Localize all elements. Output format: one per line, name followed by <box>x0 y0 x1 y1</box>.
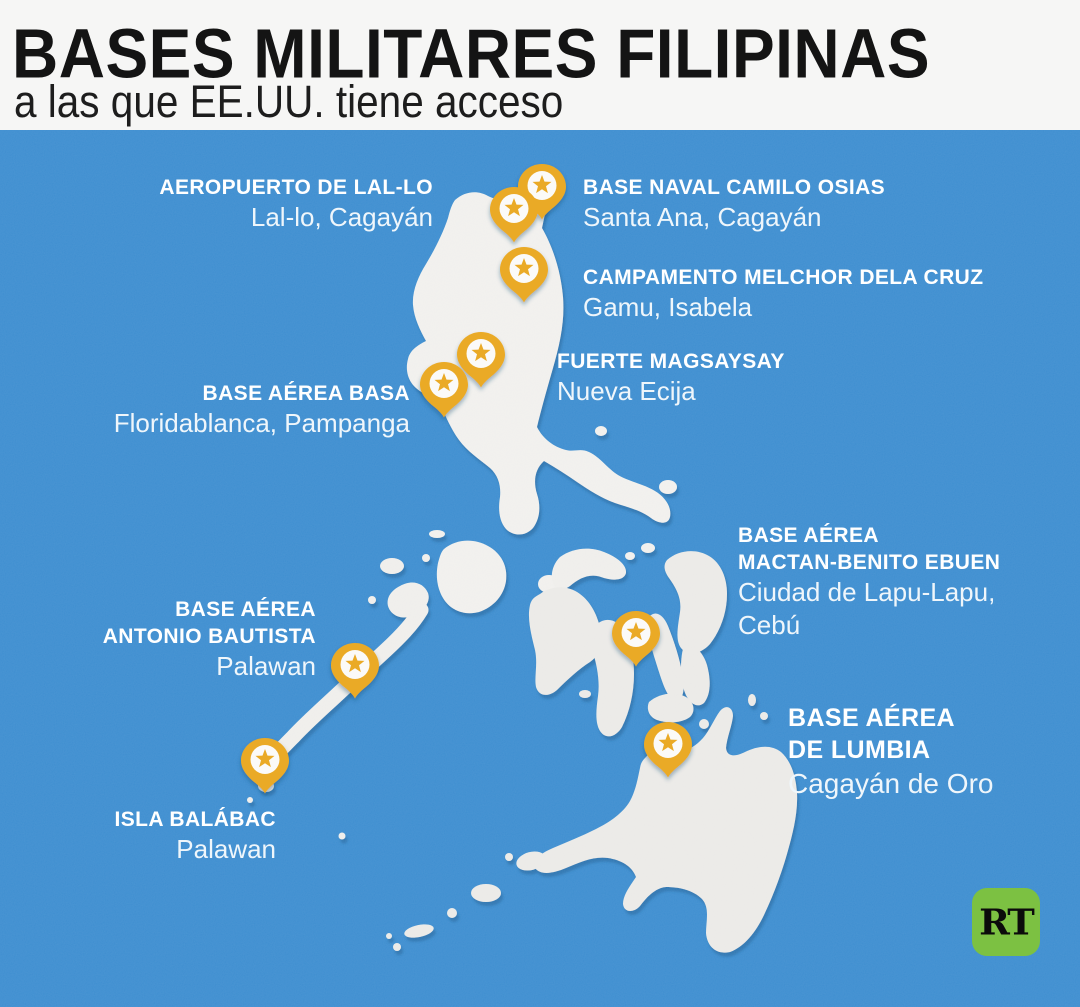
base-label-camilo-osias: BASE NAVAL CAMILO OSIAS Santa Ana, Cagay… <box>583 174 885 234</box>
page-title: BASES MILITARES FILIPINAS <box>12 15 931 93</box>
philippines-map-area: AEROPUERTO DE LAL-LO Lal-lo, Cagayán BAS… <box>0 130 1080 1007</box>
base-name: ISLA BALÁBAC <box>114 808 276 831</box>
base-location: Lal-lo, Cagayán <box>250 202 433 232</box>
base-name: BASE AÉREA <box>788 704 955 732</box>
base-location: Gamu, Isabela <box>583 292 753 322</box>
base-label-mactan: BASE AÉREA MACTAN-BENITO EBUEN Ciudad de… <box>738 522 1000 642</box>
page-subtitle: a las que EE.UU. tiene acceso <box>14 76 564 127</box>
base-name: BASE NAVAL CAMILO OSIAS <box>583 176 886 199</box>
base-location: Palawan <box>176 834 276 864</box>
base-location: Santa Ana, Cagayán <box>583 202 822 232</box>
base-label-fuerte-magsaysay: FUERTE MAGSAYSAY Nueva Ecija <box>557 348 785 408</box>
base-location: Cagayán de Oro <box>788 768 994 799</box>
base-label-basa: BASE AÉREA BASA Floridablanca, Pampanga <box>114 380 410 440</box>
base-label-melchor-dela-cruz: CAMPAMENTO MELCHOR DELA CRUZ Gamu, Isabe… <box>583 264 983 324</box>
rt-logo: RT <box>972 888 1040 956</box>
base-location: Palawan <box>216 651 316 681</box>
philippines-map <box>0 130 1080 1007</box>
base-location: Floridablanca, Pampanga <box>113 408 410 438</box>
base-name: BASE AÉREA BASA <box>202 382 410 405</box>
header: BASES MILITARES FILIPINAS a las que EE.U… <box>0 0 1080 130</box>
base-name: BASE AÉREA <box>175 598 316 621</box>
base-location: Nueva Ecija <box>557 376 696 406</box>
base-name: MACTAN-BENITO EBUEN <box>738 551 1001 574</box>
base-name: BASE AÉREA <box>738 524 879 547</box>
base-name: AEROPUERTO DE LAL-LO <box>159 176 433 199</box>
base-location: Cebú <box>738 610 801 640</box>
base-label-lal-lo: AEROPUERTO DE LAL-LO Lal-lo, Cagayán <box>159 174 433 234</box>
base-label-lumbia: BASE AÉREA DE LUMBIA Cagayán de Oro <box>788 702 993 801</box>
rt-logo-text: RT <box>979 901 1035 943</box>
base-name: ANTONIO BAUTISTA <box>102 625 316 648</box>
base-label-antonio-bautista: BASE AÉREA ANTONIO BAUTISTA Palawan <box>103 596 316 683</box>
base-label-balabac: ISLA BALÁBAC Palawan <box>114 806 276 866</box>
base-name: DE LUMBIA <box>788 736 931 764</box>
base-location: Ciudad de Lapu-Lapu, <box>738 577 996 607</box>
base-name: CAMPAMENTO MELCHOR DELA CRUZ <box>583 266 984 289</box>
base-name: FUERTE MAGSAYSAY <box>557 350 785 373</box>
